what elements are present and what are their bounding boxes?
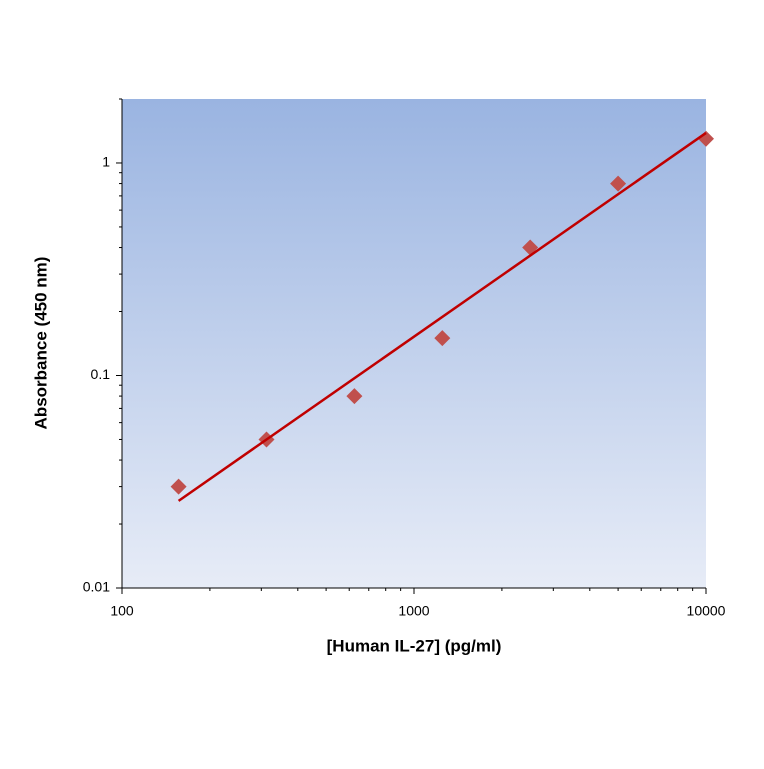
data-point: [434, 330, 451, 347]
y-tick-label: 0.1: [91, 366, 111, 382]
x-tick-label: 1000: [398, 603, 429, 619]
y-tick-label: 1: [102, 154, 110, 170]
fit-line: [177, 131, 707, 502]
x-axis-label: [Human IL-27] (pg/ml): [327, 636, 502, 655]
plot-area: [122, 99, 706, 588]
y-tick-label: 0.01: [83, 579, 110, 595]
x-tick-label: 10000: [687, 603, 726, 619]
x-tick-label: 100: [110, 603, 134, 619]
data-point: [346, 388, 363, 405]
y-axis-label: Absorbance (450 nm): [31, 257, 50, 430]
data-point: [170, 478, 187, 495]
data-point: [610, 175, 627, 192]
